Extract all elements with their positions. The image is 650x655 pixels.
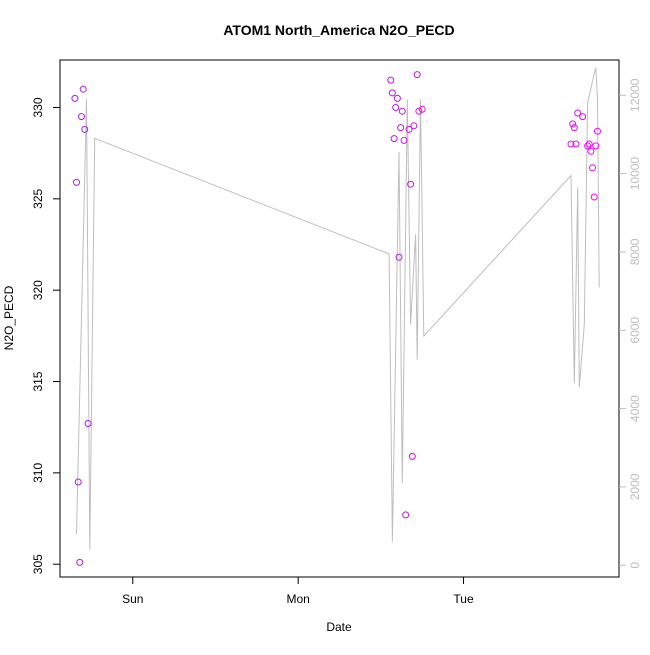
data-point — [574, 109, 582, 117]
data-point — [585, 140, 593, 148]
y-tick-label: 305 — [31, 554, 45, 574]
y2-tick-label: 0 — [628, 562, 642, 569]
data-point — [395, 253, 403, 261]
y2-tick-label: 8000 — [628, 238, 642, 265]
y2-tick-label: 12000 — [628, 78, 642, 112]
data-point — [587, 147, 595, 155]
data-point — [74, 478, 82, 486]
points-series — [71, 71, 601, 566]
data-point — [402, 511, 410, 519]
data-point — [594, 127, 601, 135]
x-tick-label: Tue — [453, 592, 474, 606]
data-point — [397, 124, 405, 132]
x-tick-label: Sun — [122, 592, 143, 606]
y-tick-label: 330 — [31, 97, 45, 117]
y-axis-label: N2O_PECD — [2, 285, 16, 350]
data-point — [78, 113, 85, 121]
data-point — [579, 113, 587, 121]
y-axis: 305 310 315 320 325 330 — [31, 97, 60, 574]
data-point — [572, 140, 580, 148]
data-point — [400, 136, 408, 144]
data-point — [392, 104, 400, 111]
y2-tick-label: 10000 — [628, 157, 642, 191]
data-point — [592, 142, 600, 150]
data-point — [407, 180, 415, 188]
data-point — [73, 178, 80, 186]
data-point — [398, 107, 406, 115]
data-point — [418, 105, 426, 113]
data-point — [84, 420, 92, 427]
data-point — [408, 452, 416, 460]
data-point — [590, 193, 598, 201]
data-point — [410, 122, 418, 130]
data-point — [570, 124, 578, 132]
y2-tick-label: 4000 — [628, 395, 642, 422]
data-point — [413, 71, 421, 79]
x-axis: Sun Mon Tue — [122, 577, 474, 606]
data-point — [81, 125, 89, 133]
y2-tick-label: 6000 — [628, 317, 642, 344]
data-point — [390, 135, 398, 143]
data-point — [584, 142, 592, 150]
data-point — [567, 140, 575, 148]
y-tick-label: 320 — [31, 280, 45, 300]
data-point — [79, 85, 87, 93]
data-point — [569, 120, 577, 128]
y-tick-label: 315 — [31, 371, 45, 391]
y-tick-label: 325 — [31, 189, 45, 209]
data-point — [589, 164, 596, 172]
y2-tick-label: 2000 — [628, 473, 642, 500]
y-tick-label: 310 — [31, 463, 45, 483]
series-line — [76, 67, 600, 550]
data-point — [71, 94, 79, 102]
y2-axis: 0 2000 4000 6000 8000 10000 12000 — [619, 78, 642, 569]
data-point — [76, 558, 84, 566]
chart-title: ATOM1 North_America N2O_PECD — [223, 22, 454, 38]
x-tick-label: Mon — [286, 592, 309, 606]
line-series — [76, 67, 600, 550]
data-point — [388, 89, 396, 97]
data-point — [405, 125, 413, 133]
data-point — [393, 94, 401, 102]
x-axis-label: Date — [326, 620, 352, 634]
plot-frame — [59, 59, 620, 578]
data-point — [387, 76, 395, 84]
